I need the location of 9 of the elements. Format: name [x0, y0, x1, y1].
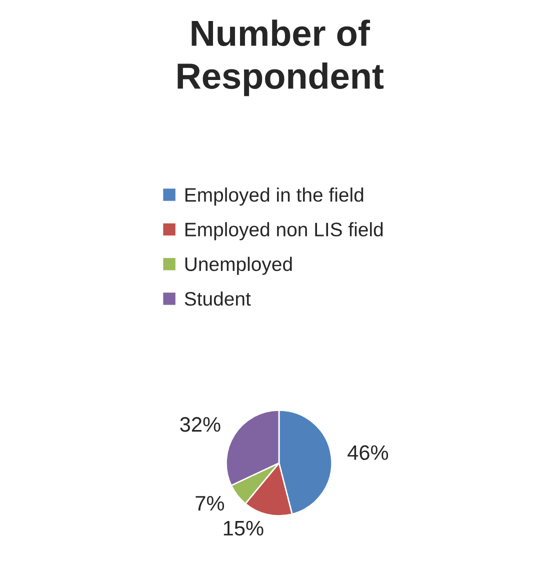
chart-title: Number of Respondent — [178, 20, 384, 96]
data-label: 46% — [348, 445, 388, 460]
data-label: 32% — [180, 417, 220, 432]
data-label: 7% — [196, 496, 224, 511]
data-label: 15% — [224, 520, 264, 536]
legend-label: Unemployed — [185, 256, 292, 275]
legend-label: Employed non LIS field — [185, 222, 383, 240]
legend-label: Student — [184, 291, 251, 306]
legend-label: Employed in the field — [185, 188, 364, 206]
